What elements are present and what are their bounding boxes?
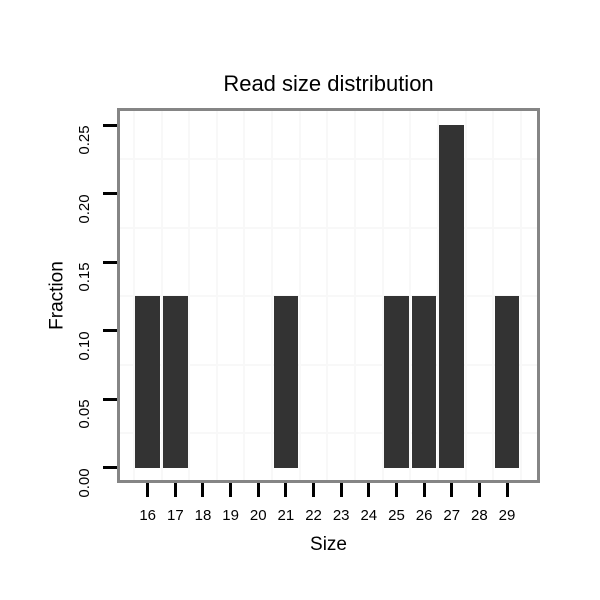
x-tick-label: 25 — [388, 507, 405, 524]
minor-gridline-horizontal — [117, 432, 540, 435]
x-tick-label: 22 — [305, 507, 322, 524]
x-tick-mark — [477, 483, 481, 497]
bar-21 — [273, 296, 299, 468]
x-tick-mark — [339, 483, 343, 497]
minor-gridline-horizontal — [117, 295, 540, 298]
y-tick-mark — [103, 192, 117, 195]
x-tick-mark — [146, 483, 150, 497]
bar-16 — [135, 296, 160, 468]
x-tick-mark — [505, 483, 509, 497]
bar-25 — [384, 296, 409, 468]
x-tick-mark — [284, 483, 288, 497]
y-tick-mark — [103, 397, 117, 401]
x-axis-label: Size — [310, 534, 347, 555]
x-tick-label: 18 — [194, 507, 212, 524]
x-tick-mark — [229, 483, 233, 497]
bar-17 — [163, 296, 188, 468]
y-axis-label: Fraction — [46, 261, 68, 330]
x-tick-label: 16 — [139, 507, 157, 524]
x-tick-label: 20 — [249, 507, 267, 524]
x-tick-label: 21 — [277, 507, 295, 524]
y-tick-label: 0.10 — [76, 330, 93, 361]
y-tick-label: 0.00 — [76, 467, 93, 498]
x-tick-mark — [201, 483, 205, 497]
y-tick-label: 0.20 — [76, 193, 93, 224]
minor-gridline-horizontal — [117, 363, 540, 366]
x-tick-label: 17 — [166, 507, 184, 524]
x-tick-mark — [450, 483, 454, 497]
y-tick-label: 0.25 — [76, 125, 93, 155]
x-tick-label: 26 — [415, 507, 433, 524]
y-tick-mark — [103, 466, 117, 469]
x-tick-mark — [422, 483, 426, 497]
x-tick-label: 24 — [360, 507, 378, 524]
chart-title: Read size distribution — [223, 71, 434, 96]
y-tick-label: 0.05 — [76, 399, 93, 429]
minor-gridline-horizontal — [117, 226, 540, 229]
x-tick-mark — [394, 483, 398, 497]
x-tick-label: 19 — [222, 507, 239, 524]
x-tick-mark — [367, 483, 371, 497]
x-tick-label: 23 — [332, 507, 350, 524]
minor-gridline-horizontal — [117, 158, 540, 161]
x-tick-label: 27 — [443, 507, 461, 524]
bar-27 — [439, 125, 465, 468]
bar-26 — [411, 296, 437, 468]
x-tick-mark — [312, 483, 316, 497]
y-tick-mark — [103, 123, 117, 127]
bar-29 — [494, 296, 520, 468]
x-tick-label: 29 — [498, 507, 516, 524]
x-tick-label: 28 — [471, 507, 488, 524]
y-tick-mark — [103, 260, 117, 264]
plot-panel — [117, 108, 540, 483]
y-tick-mark — [103, 329, 117, 332]
x-tick-mark — [173, 483, 177, 497]
y-tick-label: 0.15 — [76, 262, 93, 292]
x-tick-mark — [256, 483, 260, 497]
